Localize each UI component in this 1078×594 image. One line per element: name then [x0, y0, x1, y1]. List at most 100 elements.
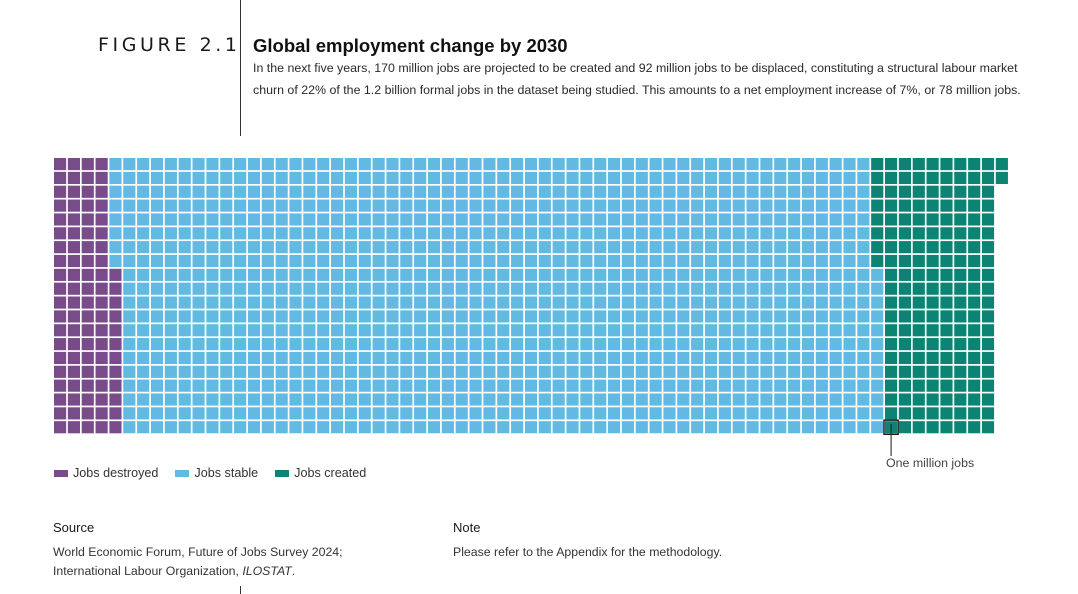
waffle-cell-created	[940, 365, 953, 378]
waffle-cell-created	[954, 268, 967, 281]
waffle-cell-created	[912, 185, 925, 198]
waffle-cell-created	[981, 310, 995, 323]
waffle-cell-stable	[497, 365, 510, 378]
waffle-cell-stable	[358, 158, 371, 171]
waffle-cell-stable	[150, 310, 164, 323]
waffle-cell-stable	[815, 296, 828, 309]
waffle-cell-created	[885, 351, 898, 365]
waffle-cell-stable	[289, 171, 302, 184]
waffle-cell-stable	[649, 254, 662, 268]
waffle-cell-stable	[137, 365, 150, 378]
waffle-cell-stable	[317, 158, 330, 171]
waffle-cell-stable	[178, 185, 191, 198]
waffle-cell-created	[912, 213, 925, 226]
waffle-cell-stable	[871, 379, 884, 392]
waffle-cell-stable	[344, 351, 357, 365]
waffle-cell-created	[926, 158, 939, 171]
waffle-cell-created	[968, 351, 981, 365]
waffle-cell-stable	[635, 338, 648, 351]
waffle-cell-stable	[289, 324, 302, 337]
waffle-cell-stable	[524, 268, 538, 281]
waffle-cell-stable	[760, 310, 773, 323]
waffle-cell-stable	[455, 296, 468, 309]
waffle-cell-stable	[829, 171, 842, 184]
waffle-cell-destroyed	[81, 351, 94, 365]
waffle-cell-stable	[400, 338, 413, 351]
waffle-cell-stable	[621, 241, 634, 254]
waffle-cell-stable	[538, 227, 551, 240]
waffle-cell-stable	[691, 254, 704, 268]
waffle-cell-destroyed	[81, 324, 94, 337]
waffle-cell-stable	[289, 310, 302, 323]
waffle-cell-created	[940, 296, 953, 309]
waffle-cell-stable	[164, 393, 177, 406]
waffle-cell-stable	[234, 213, 247, 226]
waffle-cell-stable	[871, 365, 884, 378]
waffle-cell-stable	[483, 379, 496, 392]
waffle-cell-stable	[788, 338, 801, 351]
waffle-cell-destroyed	[81, 310, 94, 323]
waffle-cell-stable	[137, 338, 150, 351]
waffle-cell-destroyed	[109, 296, 122, 309]
waffle-cell-stable	[635, 254, 648, 268]
waffle-cell-stable	[261, 158, 274, 171]
waffle-cell-destroyed	[67, 310, 80, 323]
waffle-cell-stable	[206, 171, 219, 184]
waffle-cell-stable	[649, 158, 662, 171]
waffle-cell-stable	[677, 227, 690, 240]
waffle-cell-stable	[774, 268, 787, 281]
waffle-cell-stable	[760, 324, 773, 337]
waffle-cell-stable	[331, 213, 344, 226]
waffle-cell-stable	[538, 351, 551, 365]
waffle-cell-stable	[677, 421, 690, 434]
waffle-cell-stable	[774, 407, 787, 420]
waffle-cell-stable	[317, 171, 330, 184]
note-heading: Note	[453, 520, 481, 535]
waffle-cell-stable	[109, 171, 122, 184]
waffle-cell-stable	[594, 338, 607, 351]
waffle-cell-stable	[746, 282, 759, 295]
waffle-cell-stable	[538, 365, 551, 378]
waffle-cell-stable	[469, 241, 482, 254]
waffle-cell-stable	[427, 393, 441, 406]
waffle-cell-created	[954, 379, 967, 392]
waffle-cell-stable	[386, 379, 399, 392]
waffle-cell-created	[926, 365, 939, 378]
waffle-cell-created	[885, 324, 898, 337]
waffle-cell-created	[968, 407, 981, 420]
waffle-cell-stable	[455, 227, 468, 240]
waffle-cell-stable	[289, 379, 302, 392]
waffle-cell-stable	[608, 338, 621, 351]
waffle-cell-stable	[178, 407, 191, 420]
waffle-cell-stable	[178, 227, 191, 240]
waffle-cell-stable	[275, 158, 288, 171]
waffle-cell-stable	[732, 227, 745, 240]
waffle-cell-stable	[663, 227, 676, 240]
waffle-cell-stable	[524, 199, 538, 212]
waffle-cell-created	[871, 254, 884, 268]
waffle-cell-stable	[704, 351, 718, 365]
waffle-cell-stable	[552, 310, 565, 323]
waffle-cell-stable	[871, 393, 884, 406]
waffle-cell-stable	[691, 365, 704, 378]
waffle-cell-stable	[649, 379, 662, 392]
waffle-cell-stable	[635, 185, 648, 198]
waffle-cell-destroyed	[95, 158, 108, 171]
waffle-cell-stable	[524, 171, 538, 184]
waffle-cell-stable	[774, 227, 787, 240]
waffle-cell-stable	[137, 241, 150, 254]
waffle-cell-stable	[621, 185, 634, 198]
waffle-cell-created	[940, 171, 953, 184]
waffle-cell-stable	[704, 365, 718, 378]
waffle-cell-stable	[788, 171, 801, 184]
waffle-cell-created	[954, 310, 967, 323]
waffle-cell-stable	[788, 379, 801, 392]
waffle-cell-stable	[247, 227, 261, 240]
waffle-cell-stable	[483, 282, 496, 295]
waffle-cell-stable	[649, 365, 662, 378]
waffle-cell-stable	[608, 393, 621, 406]
waffle-cell-created	[954, 407, 967, 420]
waffle-cell-stable	[511, 310, 524, 323]
waffle-cell-stable	[386, 171, 399, 184]
waffle-cell-stable	[552, 158, 565, 171]
